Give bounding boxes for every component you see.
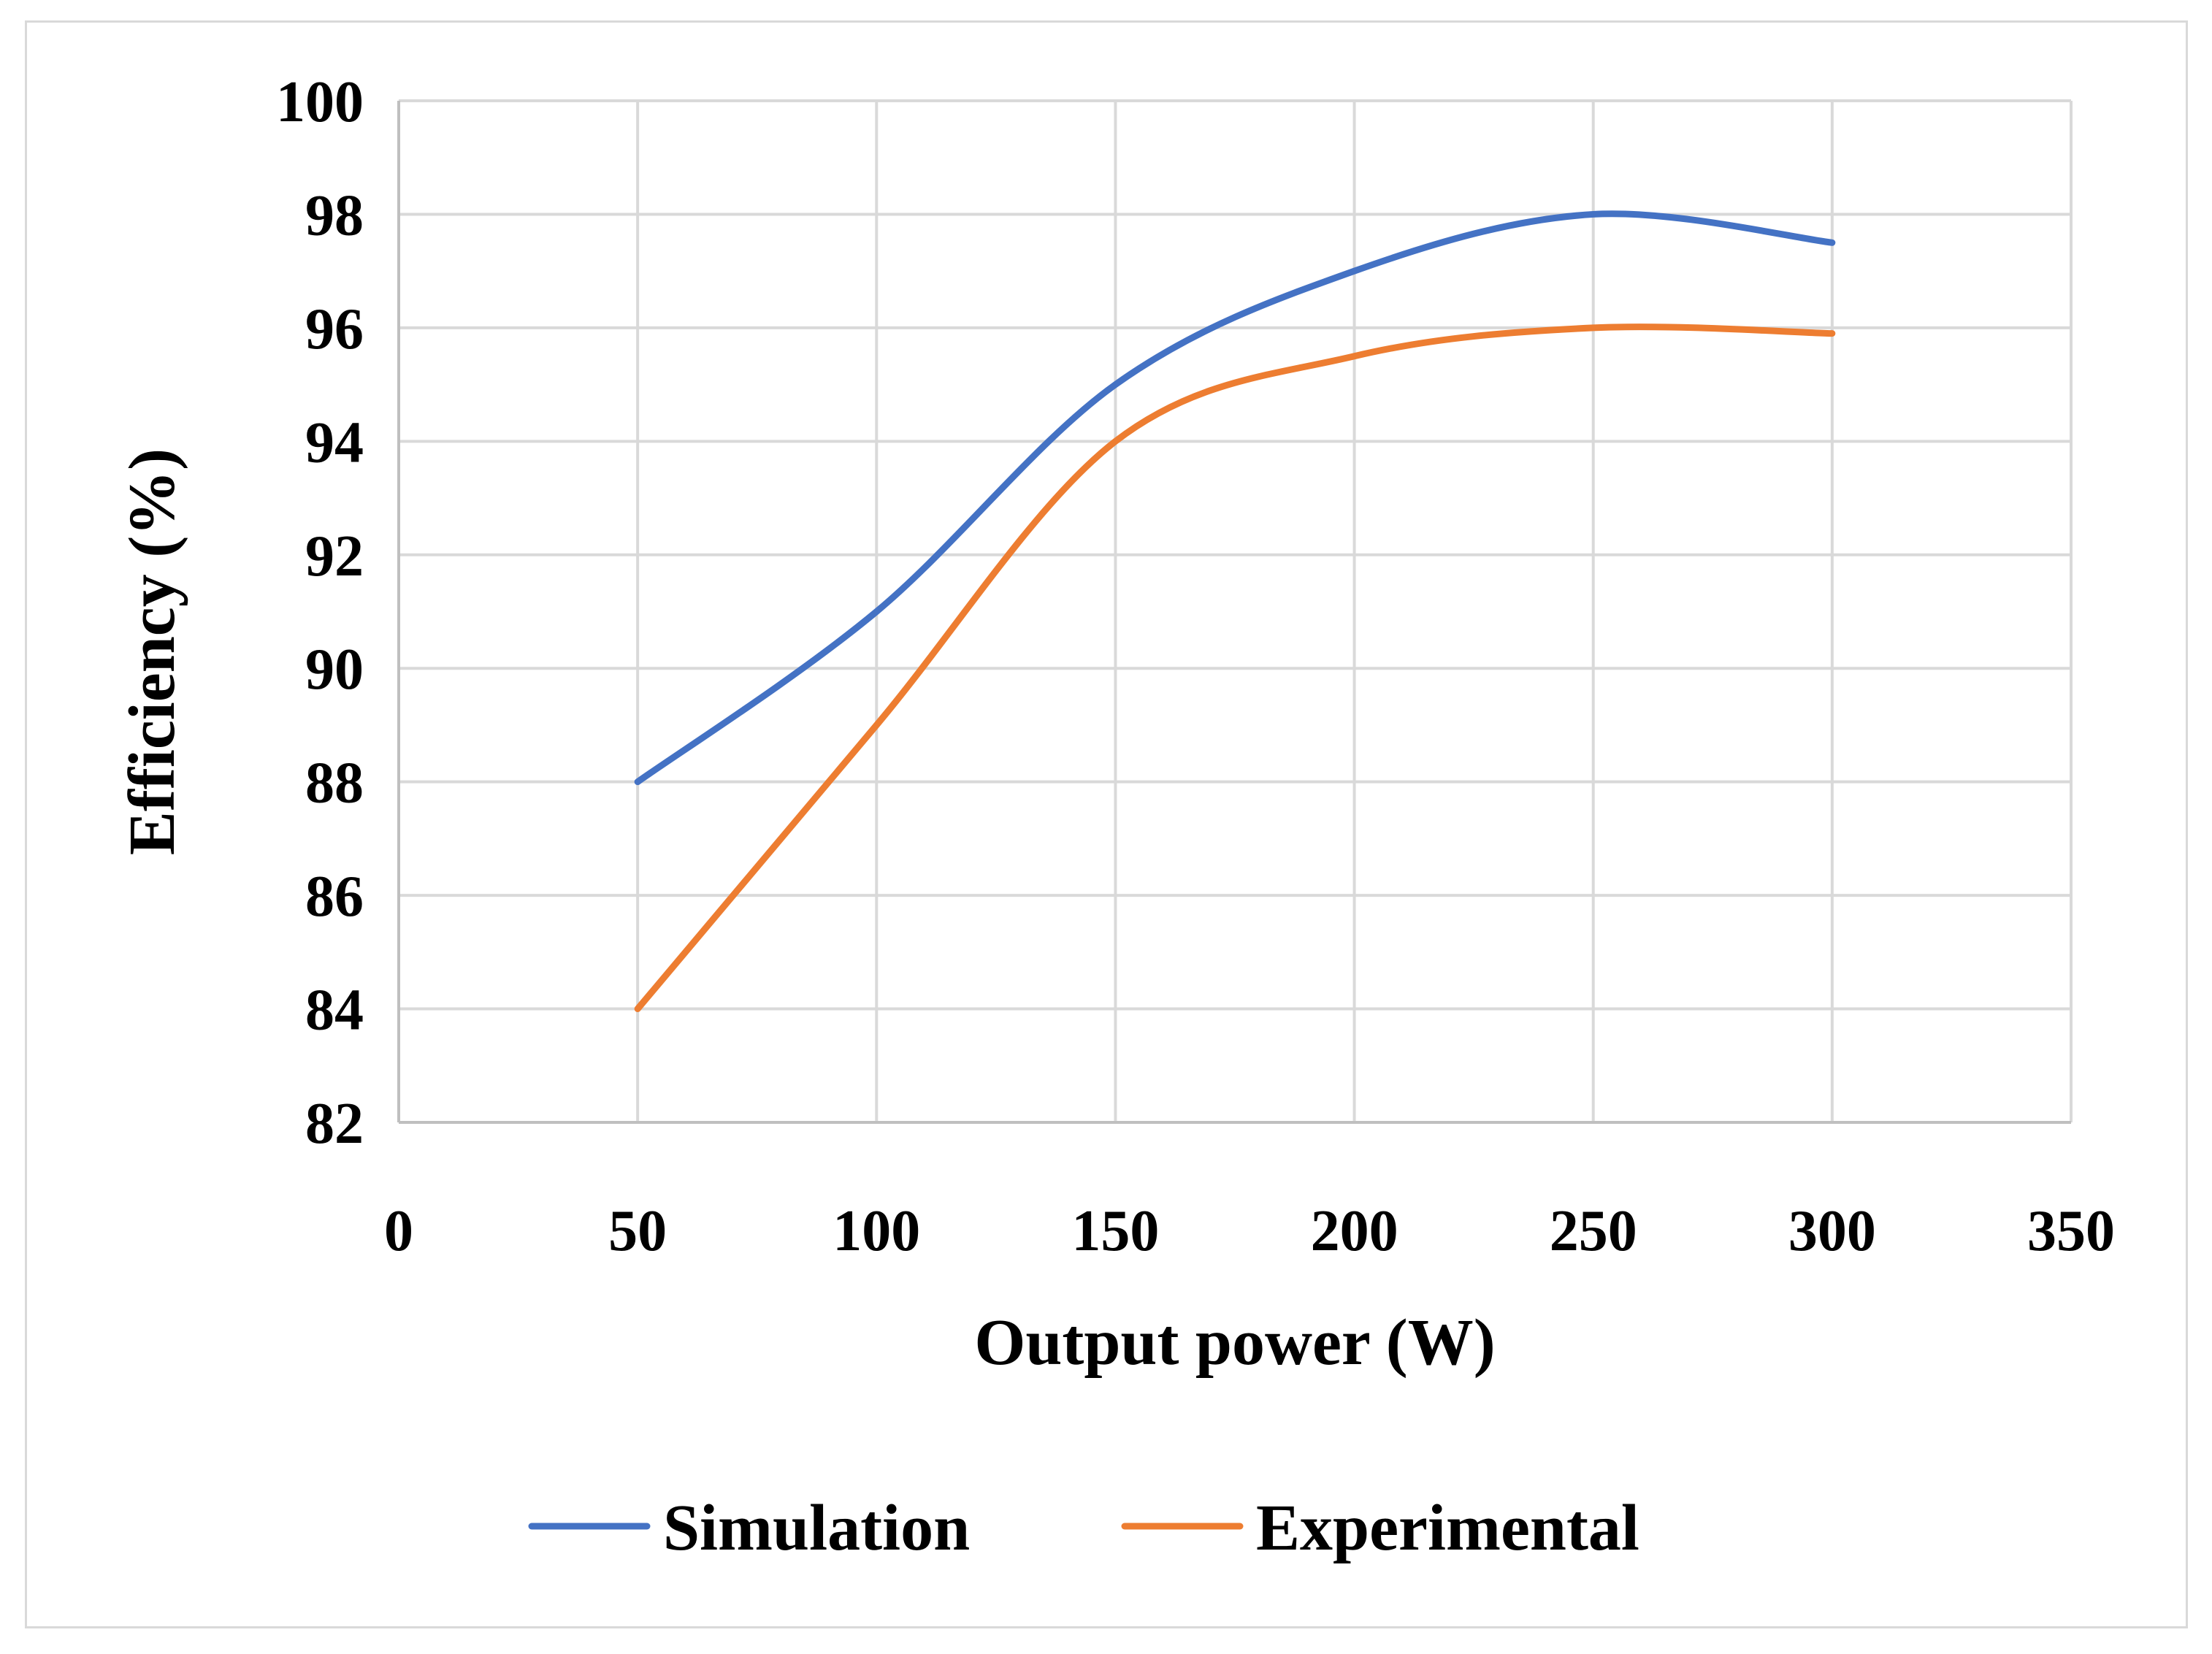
series-line-simulation [634,210,1836,786]
x-tick-label: 200 [1311,1199,1398,1263]
y-tick-label: 92 [305,524,364,589]
y-tick-label: 96 [305,297,364,361]
y-tick-label: 100 [276,70,364,134]
legend-label-experimental: Experimental [1256,1492,1639,1564]
y-axis-title: Efficiency (%) [116,448,188,855]
x-axis-title: Output power (W) [974,1306,1495,1379]
x-tick-label: 100 [833,1199,920,1263]
x-tick-label: 350 [2027,1199,2115,1263]
y-tick-label: 88 [305,751,364,816]
y-tick-label: 94 [305,410,364,475]
axes [397,101,2071,1124]
y-tick-label: 90 [305,638,364,702]
grid [399,99,2073,1122]
legend-label-simulation: Simulation [663,1492,970,1564]
chart-frame [25,20,2188,1628]
y-tick-label: 98 [305,183,364,248]
series-layer [634,210,1836,1013]
x-tick-label: 0 [384,1199,413,1263]
x-tick-label: 50 [608,1199,667,1263]
y-tick-label: 82 [305,1092,364,1156]
y-tick-label: 86 [305,865,364,929]
x-tick-label: 300 [1788,1199,1876,1263]
tick-labels: 82 84 86 88 90 92 94 96 98 100 0 50 100 150 200 250 300 3… [276,70,2115,1263]
series-line-experimental [634,323,1836,1013]
x-tick-label: 150 [1071,1199,1159,1263]
legend: Simulation Experimental [528,1492,1639,1564]
y-tick-label: 84 [305,979,364,1043]
x-tick-label: 250 [1550,1199,1637,1263]
